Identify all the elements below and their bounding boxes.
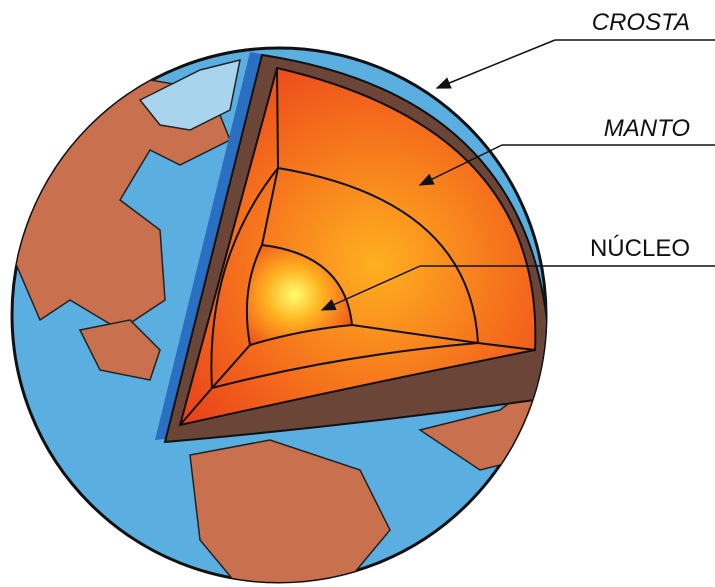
callouts (320, 39, 715, 311)
arrow (320, 265, 421, 311)
core-label: NÚCLEO (590, 235, 690, 262)
arrow (435, 39, 556, 89)
globe (10, 46, 548, 584)
mantle-label: MANTO (604, 115, 690, 142)
crust-label: CROSTA (592, 9, 690, 36)
arrow (418, 144, 503, 186)
